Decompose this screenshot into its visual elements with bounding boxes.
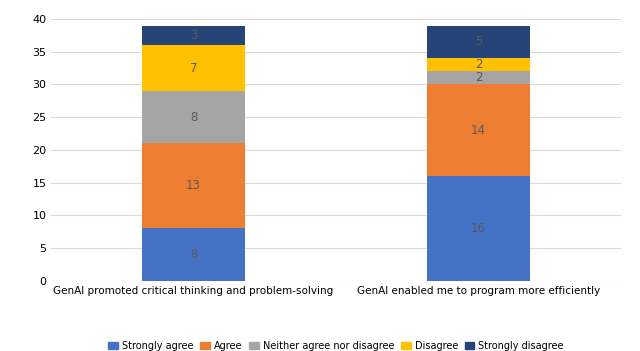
Bar bbox=[427, 85, 530, 176]
Bar bbox=[142, 26, 245, 45]
Text: 8: 8 bbox=[190, 111, 197, 124]
Legend: Strongly agree, Agree, Neither agree nor disagree, Disagree, Strongly disagree: Strongly agree, Agree, Neither agree nor… bbox=[104, 337, 568, 351]
Text: 5: 5 bbox=[475, 35, 482, 48]
Bar bbox=[142, 91, 245, 143]
Bar bbox=[427, 58, 530, 71]
Bar bbox=[427, 26, 530, 58]
Text: 7: 7 bbox=[190, 61, 197, 74]
Text: 3: 3 bbox=[190, 29, 197, 42]
Text: 8: 8 bbox=[190, 248, 197, 261]
Bar bbox=[427, 71, 530, 85]
Bar bbox=[142, 45, 245, 91]
Text: 16: 16 bbox=[471, 222, 486, 235]
Text: 2: 2 bbox=[475, 58, 482, 71]
Text: 2: 2 bbox=[475, 71, 482, 84]
Text: 13: 13 bbox=[186, 179, 201, 192]
Bar bbox=[427, 176, 530, 281]
Bar bbox=[142, 143, 245, 229]
Text: 14: 14 bbox=[471, 124, 486, 137]
Bar bbox=[142, 229, 245, 281]
